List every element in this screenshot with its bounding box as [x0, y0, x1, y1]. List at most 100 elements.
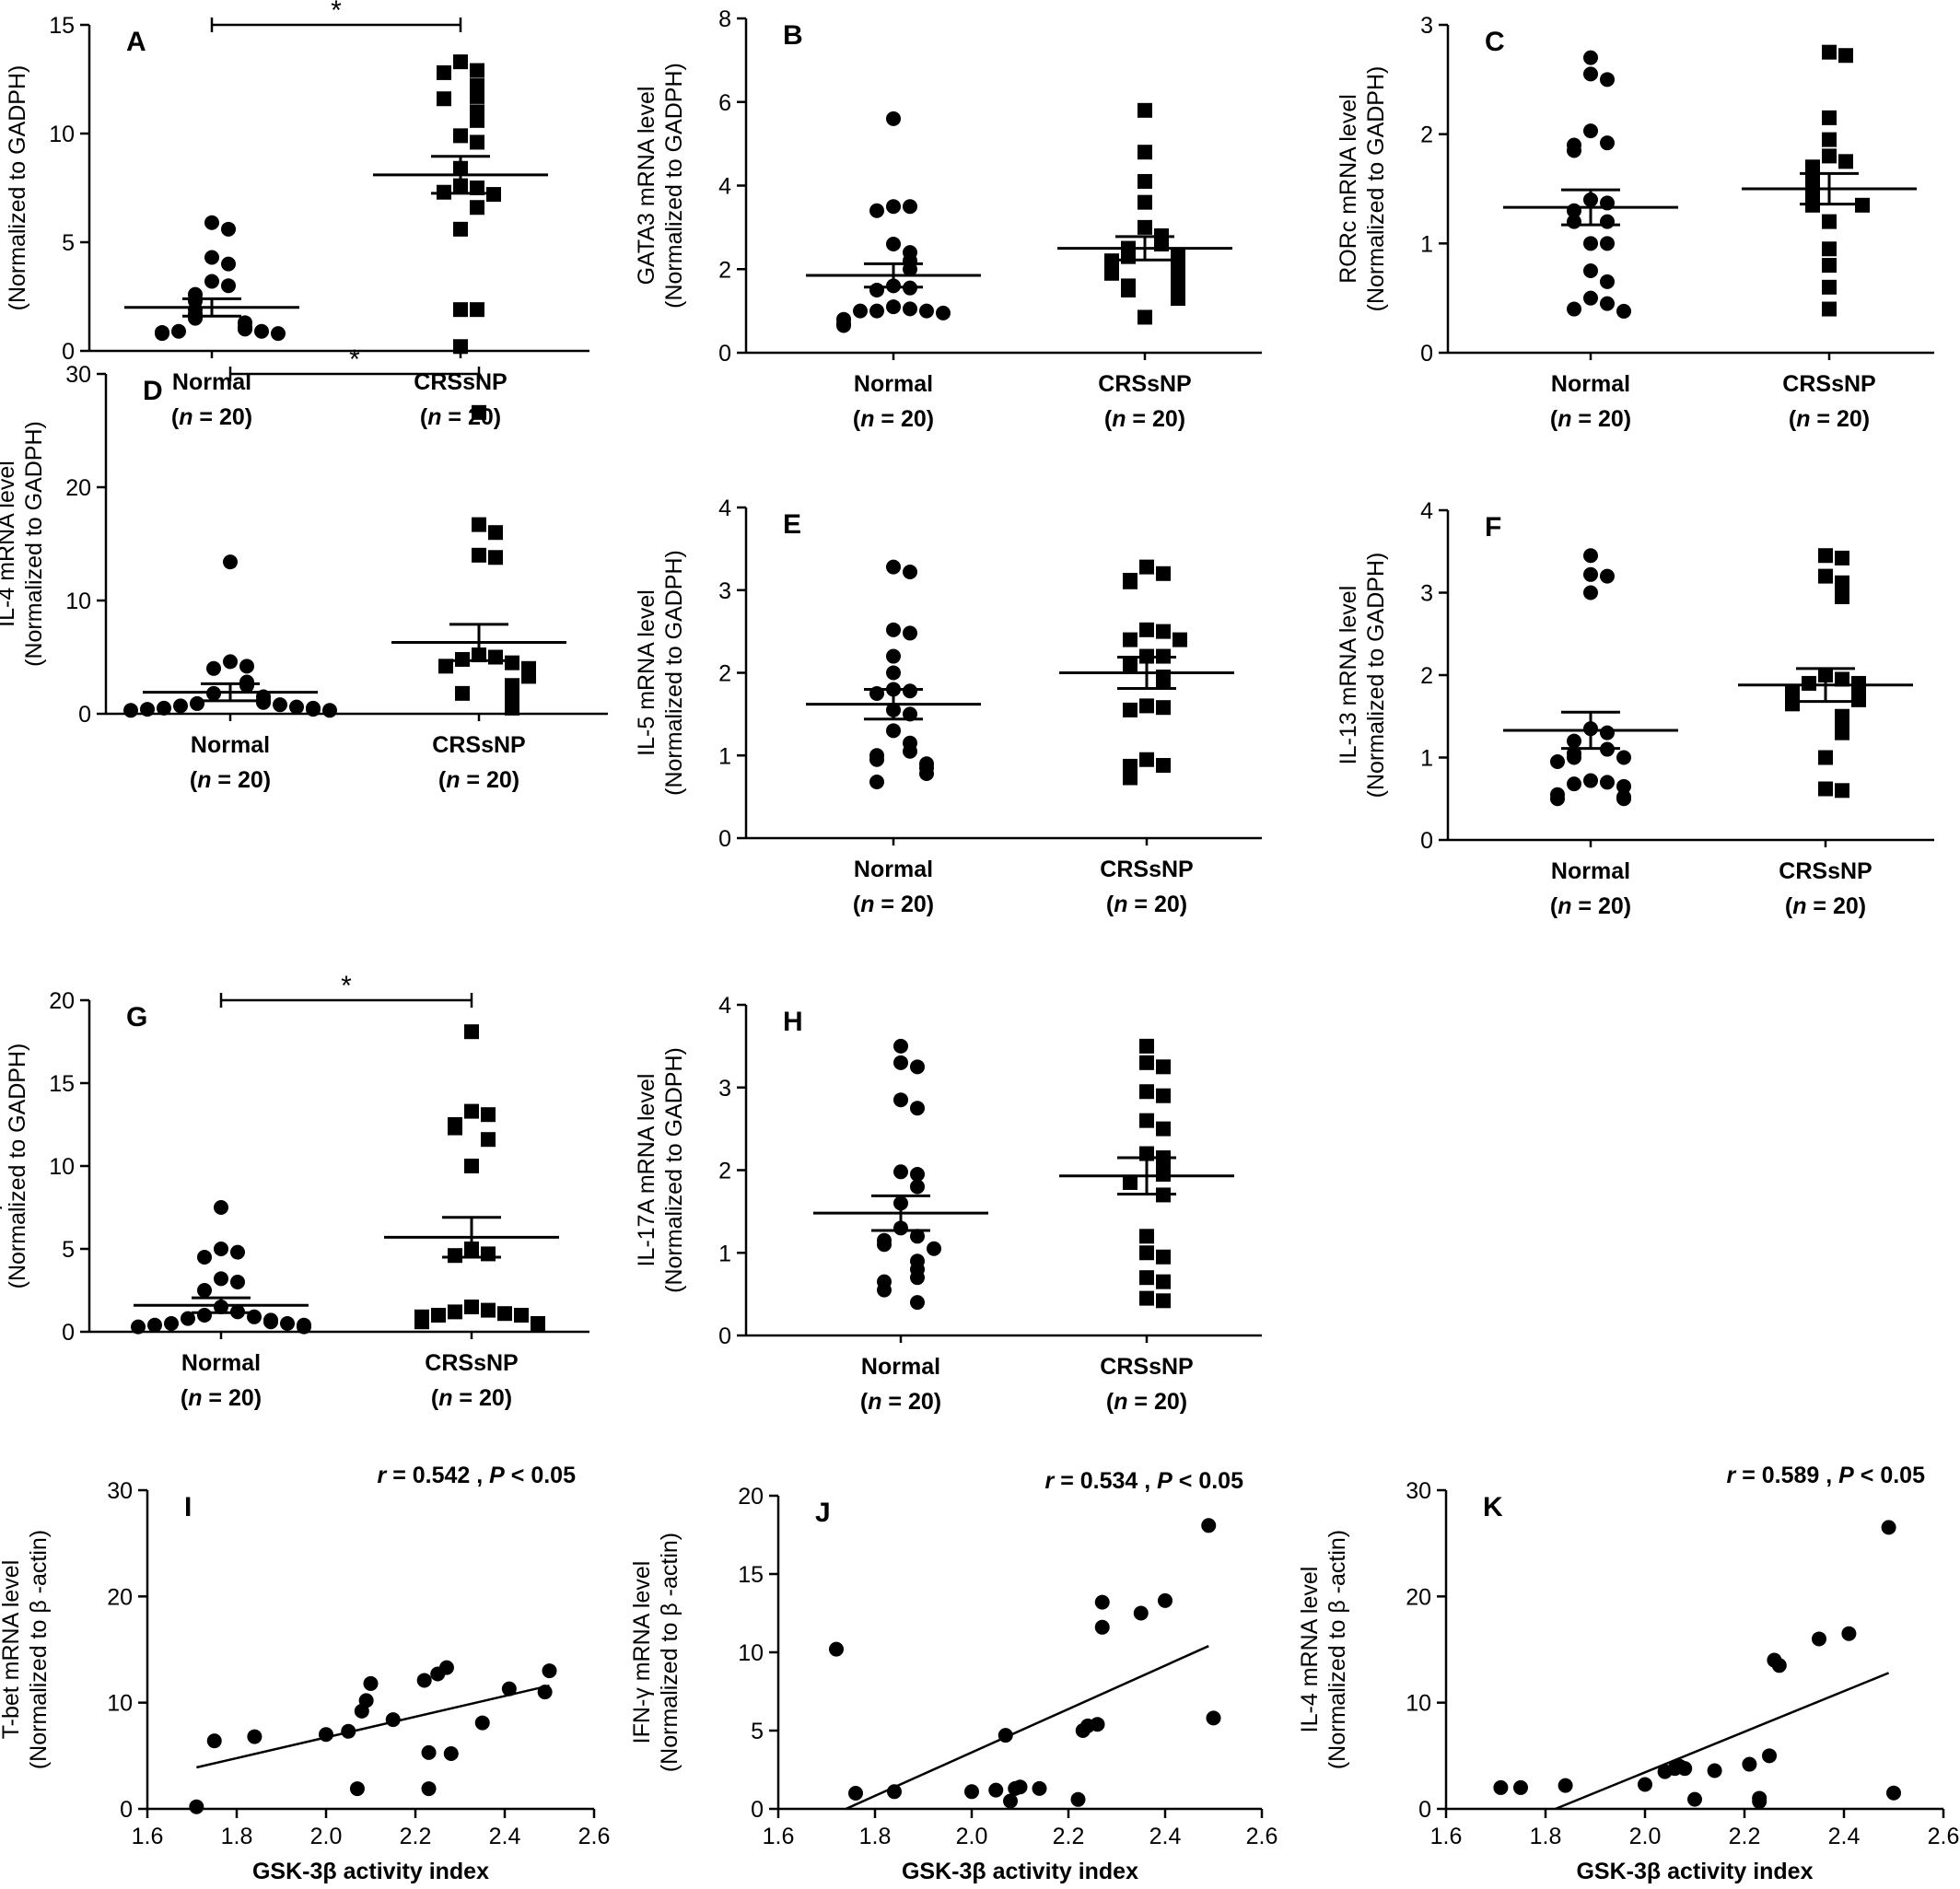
data-point: [1012, 1779, 1028, 1795]
data-point: [254, 323, 269, 339]
data-point: [470, 112, 484, 128]
n-label-open: (: [1106, 892, 1114, 917]
data-point: [453, 302, 468, 318]
data-point: [497, 1306, 512, 1322]
stat-r-symbol: r: [378, 1463, 388, 1488]
group-normal: [131, 1200, 311, 1335]
y-tick-label: 15: [49, 13, 75, 39]
category-label: Normal: [191, 732, 270, 758]
data-point: [1583, 263, 1598, 278]
y-tick-label: 20: [49, 988, 75, 1014]
data-point: [1822, 258, 1837, 274]
y-tick-label: 2: [1420, 663, 1433, 689]
data-point: [1600, 214, 1615, 229]
data-point: [910, 1295, 925, 1311]
data-point: [1583, 123, 1598, 139]
data-point: [470, 302, 484, 318]
x-tick-label: 1.8: [221, 1824, 253, 1849]
data-point: [1822, 241, 1837, 257]
n-label-symbol: n: [179, 404, 192, 430]
y-tick-label: 2: [1420, 122, 1433, 148]
stat-p-symbol: P: [1157, 1468, 1172, 1494]
data-point: [893, 1038, 908, 1054]
data-point: [1583, 585, 1598, 601]
x-tick-label: 2.6: [1928, 1824, 1960, 1849]
n-label-value: = 20): [452, 1385, 512, 1411]
data-point: [131, 1319, 146, 1335]
data-point: [1616, 791, 1631, 807]
y-axis-label: T-bet mRNA level(Normalized to β -actin): [0, 1530, 52, 1769]
data-point: [1687, 1791, 1702, 1807]
data-point: [1156, 673, 1171, 689]
panel-k: 0 10 20 30 IL-4 mRNA level(Normalized to β -…: [1297, 1463, 1959, 1884]
data-point: [470, 181, 484, 195]
y-axis-label: IFN-γ mRNA level(Normalized to β -actin): [629, 1533, 682, 1772]
data-point: [474, 1715, 490, 1731]
data-point: [181, 1311, 195, 1326]
x-tick-label: 2.2: [1729, 1824, 1761, 1849]
data-point: [470, 200, 484, 216]
y-tick-label: 4: [1420, 498, 1433, 524]
n-label-open: (: [853, 406, 861, 432]
data-point: [223, 554, 238, 570]
data-point: [903, 743, 917, 759]
n-label: (n = 20): [853, 892, 934, 917]
data-point: [910, 1270, 925, 1286]
data-point: [988, 1782, 1004, 1798]
y-axis-label-line1: IL-4 mRNA level: [1297, 1567, 1323, 1733]
n-label: (n = 20): [190, 767, 271, 793]
y-axis-label: RORc mRNA level(Normalized to GADPH): [1336, 66, 1389, 312]
data-point: [893, 1164, 908, 1180]
y-tick-label: 3: [718, 1076, 731, 1102]
category-label: CRSsNP: [1100, 1354, 1193, 1380]
data-point: [263, 1314, 278, 1330]
n-label-value: = 20): [1571, 406, 1631, 432]
y-tick-label: 0: [718, 341, 731, 367]
data-point: [1156, 1166, 1171, 1182]
x-tick-label: 2.4: [1828, 1824, 1861, 1849]
y-tick-label: 0: [1420, 341, 1433, 367]
n-label-open: (: [190, 767, 198, 793]
y-tick-label: 3: [1420, 13, 1433, 39]
n-label: (n = 20): [420, 404, 501, 430]
data-point: [848, 1786, 863, 1801]
data-point: [437, 64, 451, 80]
data-point: [936, 305, 951, 321]
n-label: (n = 20): [1104, 406, 1185, 432]
panel-f: 0 1 2 3 4 IL-13 mRNA level(Normalized to GADP…: [1336, 498, 1934, 919]
data-point: [1139, 1229, 1154, 1244]
n-label-value: = 20): [1806, 893, 1866, 919]
n-label-symbol: n: [1114, 1389, 1127, 1415]
panel-letter: F: [1485, 512, 1501, 542]
data-point: [1818, 568, 1833, 584]
panel-letter: K: [1483, 1492, 1503, 1522]
group-normal: [1503, 50, 1678, 319]
n-label-value: = 20): [460, 767, 519, 793]
data-point: [1567, 143, 1581, 158]
y-tick-label: 1: [718, 1241, 731, 1266]
data-point: [1123, 770, 1138, 786]
data-point: [421, 1781, 437, 1797]
n-label-value: = 20): [1127, 1389, 1187, 1415]
data-point: [1138, 219, 1152, 235]
group-crssnp: [384, 1024, 559, 1333]
data-point: [1139, 622, 1154, 637]
data-point: [910, 1229, 925, 1244]
n-label-open: (: [860, 1389, 869, 1415]
panel-letter: H: [783, 1007, 803, 1037]
y-tick-label: 0: [62, 339, 75, 365]
y-axis-label-line1: IL-13 mRNA level: [1336, 586, 1361, 765]
y-axis-label-line1: IFN-γ mRNA level: [629, 1561, 655, 1744]
x-tick-label: 1.6: [1430, 1824, 1463, 1849]
data-point: [453, 339, 468, 355]
y-tick-label: 3: [718, 578, 731, 604]
data-point: [1600, 775, 1615, 790]
y-axis-label: IL-5 mRNA level(Normalized to GADPH): [634, 550, 687, 796]
n-label: (n = 20): [181, 1385, 262, 1411]
data-point: [886, 111, 901, 126]
category-label: Normal: [854, 857, 933, 882]
y-axis-label-line2: (Normalized to GADPH): [21, 421, 47, 667]
data-point: [893, 1092, 908, 1108]
data-point: [488, 525, 503, 541]
panel-letter: A: [126, 27, 146, 57]
